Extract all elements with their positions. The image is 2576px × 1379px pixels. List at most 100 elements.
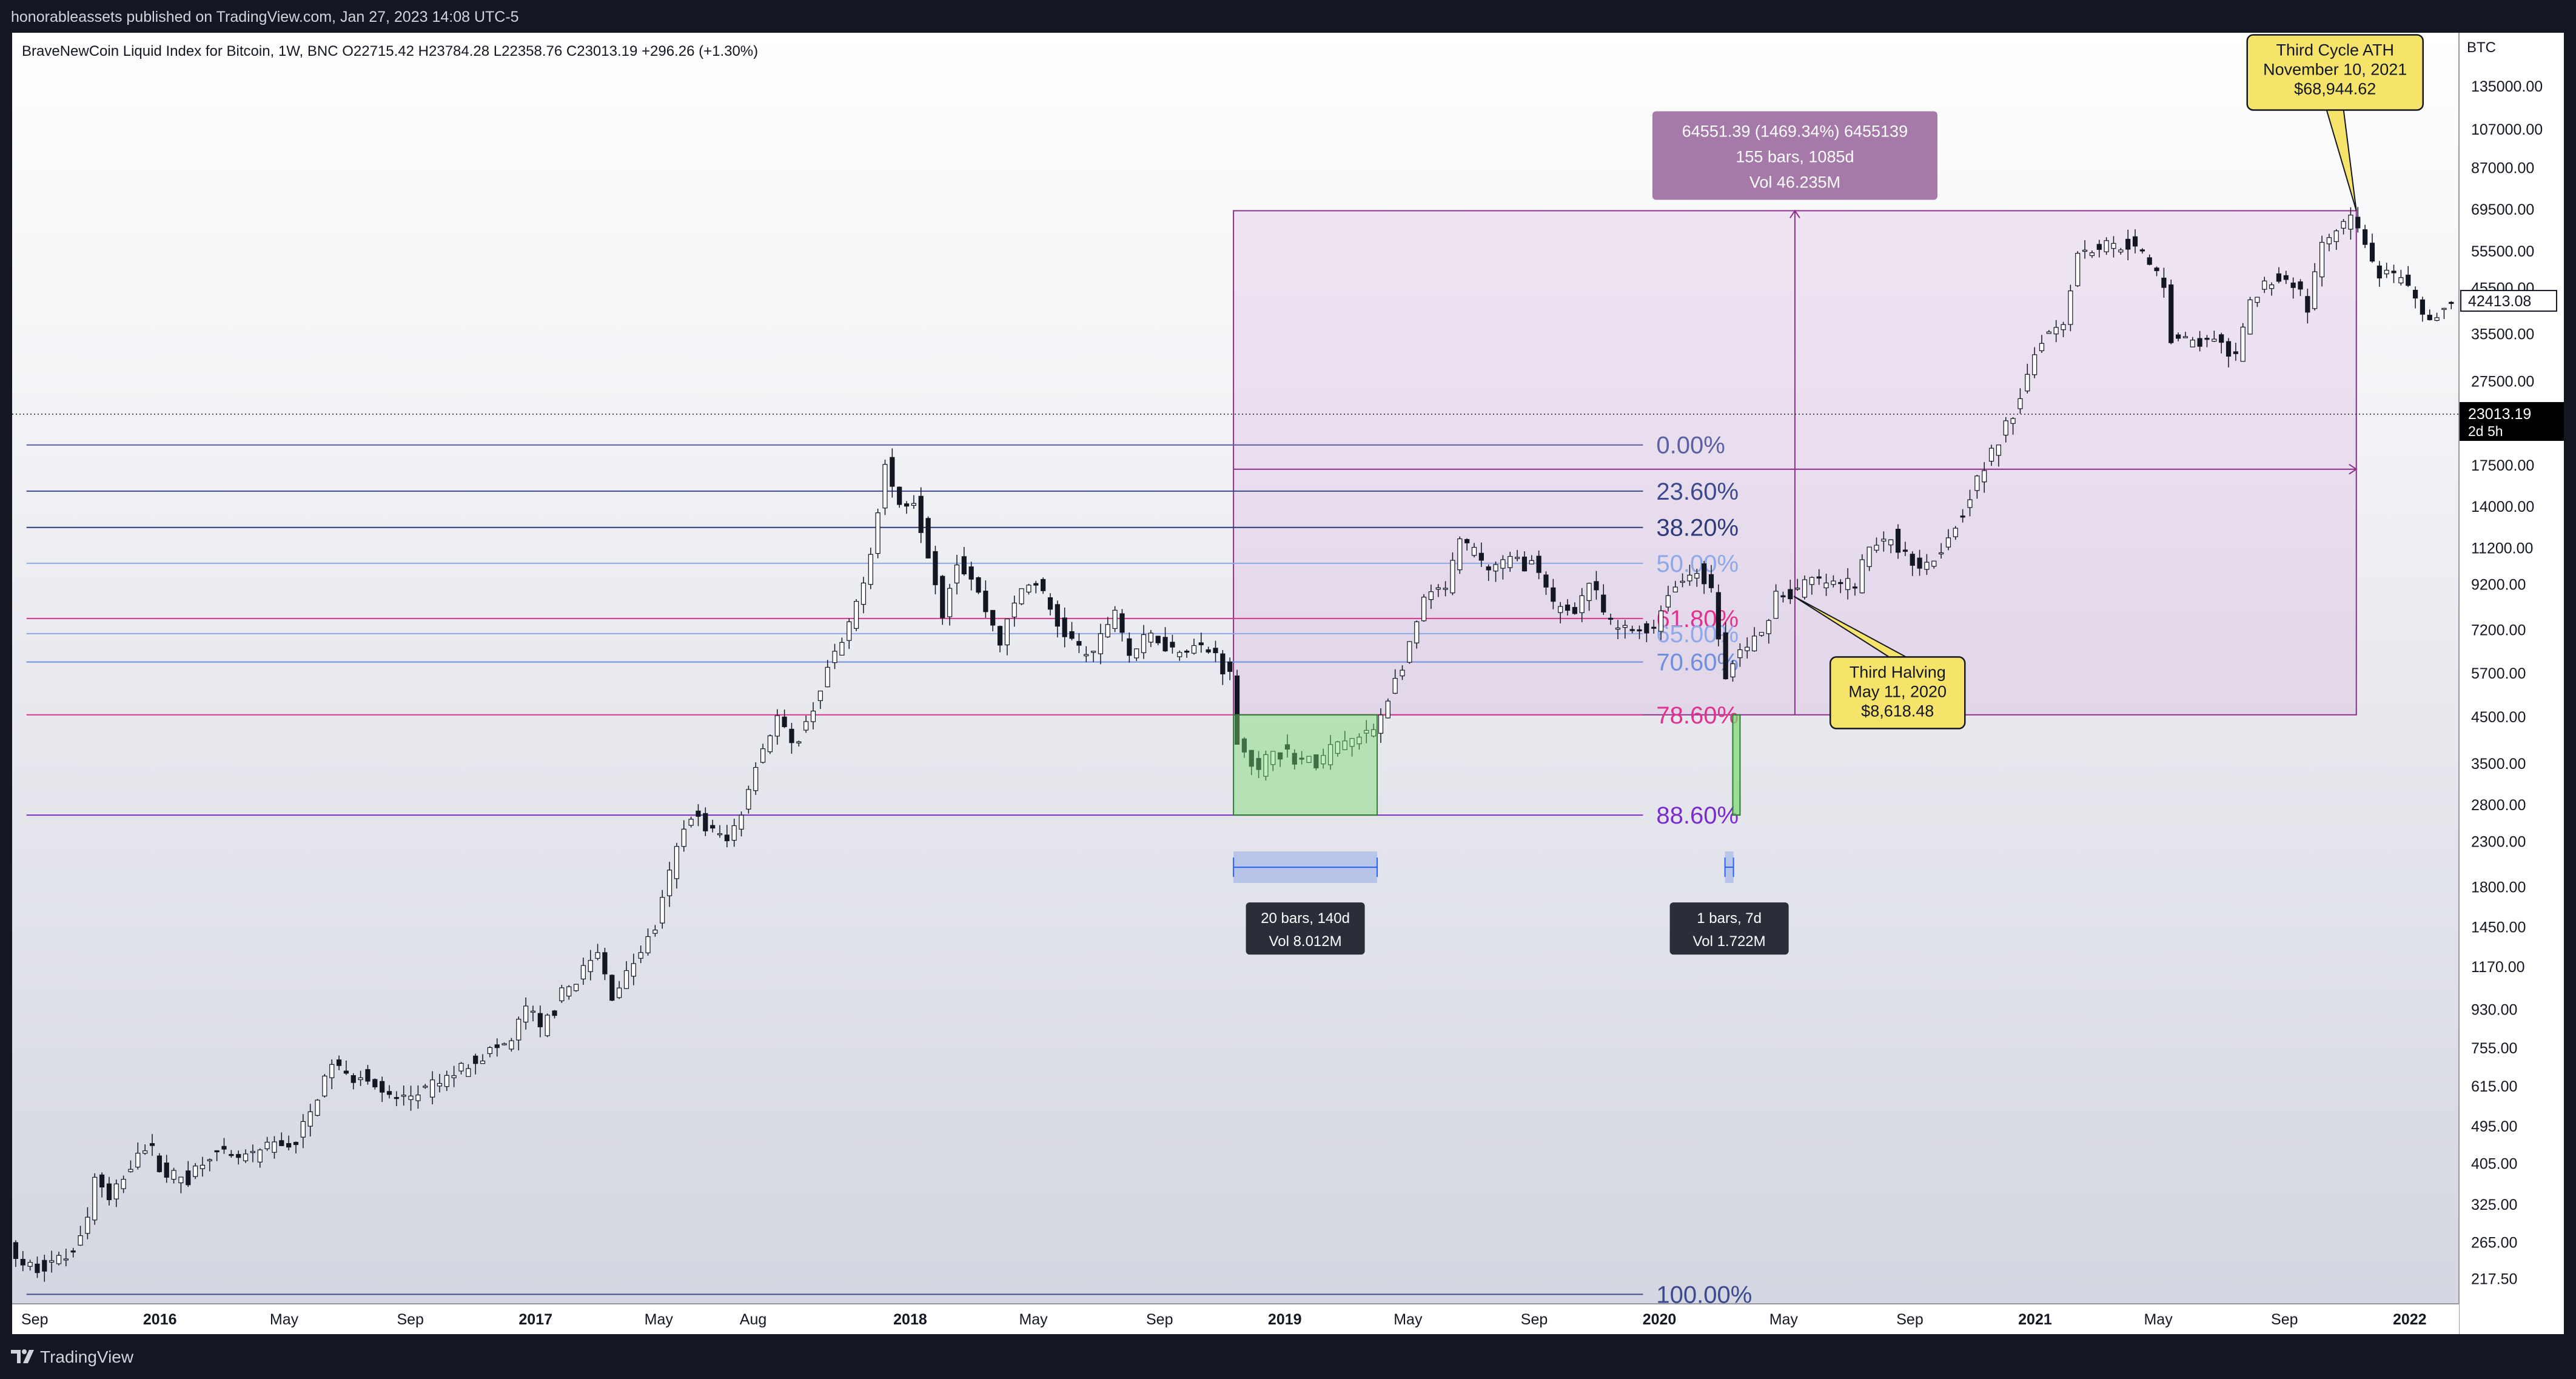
candle[interactable] — [1521, 551, 1528, 572]
candle[interactable] — [1234, 669, 1240, 745]
candle[interactable] — [1198, 632, 1204, 653]
candle[interactable] — [1823, 574, 1829, 596]
candle[interactable] — [1177, 650, 1182, 661]
candle[interactable] — [1019, 588, 1024, 605]
candle[interactable] — [200, 1156, 206, 1177]
candle[interactable] — [724, 825, 730, 848]
candle[interactable] — [1414, 620, 1420, 649]
candle[interactable] — [559, 984, 565, 1004]
candle[interactable] — [2010, 417, 2016, 435]
candle[interactable] — [2449, 301, 2454, 309]
candle[interactable] — [1572, 602, 1577, 615]
candle[interactable] — [143, 1144, 148, 1155]
candle[interactable] — [1551, 579, 1556, 609]
candle[interactable] — [1134, 648, 1139, 662]
candle[interactable] — [372, 1078, 378, 1090]
candle[interactable] — [293, 1141, 299, 1154]
candle[interactable] — [1378, 708, 1384, 743]
candle[interactable] — [365, 1065, 371, 1085]
candle[interactable] — [106, 1176, 112, 1206]
candle[interactable] — [552, 1010, 557, 1019]
candle[interactable] — [1895, 524, 1901, 559]
candle[interactable] — [2305, 289, 2310, 324]
candle[interactable] — [1321, 748, 1326, 769]
candle[interactable] — [2391, 264, 2397, 283]
candle[interactable] — [1586, 582, 1592, 611]
candle[interactable] — [976, 576, 981, 594]
candle[interactable] — [408, 1085, 414, 1111]
candle[interactable] — [911, 495, 916, 509]
candle[interactable] — [207, 1158, 212, 1172]
candle[interactable] — [2298, 279, 2303, 297]
candle[interactable] — [1651, 620, 1657, 634]
candle[interactable] — [2225, 338, 2232, 367]
candle[interactable] — [1055, 600, 1060, 638]
candle[interactable] — [300, 1114, 306, 1149]
candle[interactable] — [1543, 571, 1549, 595]
candle[interactable] — [1859, 554, 1865, 594]
candle[interactable] — [933, 546, 938, 595]
candle[interactable] — [1629, 625, 1635, 634]
candle[interactable] — [1917, 549, 1922, 576]
candle[interactable] — [1112, 606, 1118, 632]
candle[interactable] — [1313, 754, 1319, 771]
candle[interactable] — [1162, 627, 1168, 653]
candle[interactable] — [1708, 565, 1714, 593]
candle[interactable] — [1105, 617, 1110, 638]
candle[interactable] — [860, 577, 867, 614]
candle[interactable] — [1170, 634, 1175, 654]
candle[interactable] — [2168, 280, 2174, 344]
candle[interactable] — [1206, 646, 1211, 654]
candle[interactable] — [2018, 388, 2023, 414]
candle[interactable] — [2283, 270, 2289, 284]
candle[interactable] — [1241, 737, 1247, 758]
candle[interactable] — [1084, 646, 1089, 662]
candle[interactable] — [1788, 579, 1793, 604]
candle[interactable] — [537, 1005, 543, 1038]
candle[interactable] — [580, 958, 586, 985]
candle[interactable] — [1004, 619, 1010, 656]
candle[interactable] — [688, 816, 694, 828]
candle[interactable] — [753, 762, 759, 795]
candle[interactable] — [2262, 277, 2267, 294]
candle[interactable] — [56, 1252, 62, 1266]
candle[interactable] — [315, 1099, 320, 1116]
candle[interactable] — [1924, 554, 1930, 575]
candle[interactable] — [286, 1135, 292, 1151]
candle[interactable] — [128, 1160, 133, 1173]
candle[interactable] — [674, 842, 680, 889]
candle[interactable] — [2427, 309, 2432, 321]
candle[interactable] — [595, 944, 600, 961]
candle[interactable] — [329, 1059, 335, 1089]
candle[interactable] — [652, 925, 658, 937]
candle[interactable] — [272, 1136, 277, 1159]
candle[interactable] — [322, 1073, 327, 1098]
candle[interactable] — [243, 1149, 249, 1163]
candle[interactable] — [645, 928, 651, 956]
candle[interactable] — [186, 1161, 191, 1187]
candle[interactable] — [1737, 643, 1743, 667]
candle[interactable] — [1119, 609, 1125, 642]
candle[interactable] — [49, 1250, 55, 1273]
candle[interactable] — [2175, 332, 2181, 341]
candle[interactable] — [113, 1179, 119, 1207]
candle[interactable] — [2204, 335, 2210, 347]
candle[interactable] — [135, 1142, 141, 1170]
candle[interactable] — [2046, 330, 2051, 334]
candle[interactable] — [2240, 323, 2246, 362]
candle[interactable] — [2269, 282, 2275, 296]
candle[interactable] — [458, 1062, 464, 1075]
candle[interactable] — [2312, 263, 2318, 311]
candle[interactable] — [1751, 627, 1757, 652]
candle[interactable] — [1838, 579, 1843, 594]
candle[interactable] — [1759, 632, 1765, 637]
candle[interactable] — [99, 1172, 105, 1198]
candle[interactable] — [825, 660, 830, 688]
candle[interactable] — [2025, 363, 2030, 394]
candle[interactable] — [2341, 219, 2346, 235]
candle[interactable] — [257, 1148, 263, 1168]
candle[interactable] — [1579, 588, 1585, 623]
candle[interactable] — [1385, 698, 1390, 719]
candle[interactable] — [2118, 247, 2124, 255]
candle[interactable] — [1249, 750, 1254, 776]
